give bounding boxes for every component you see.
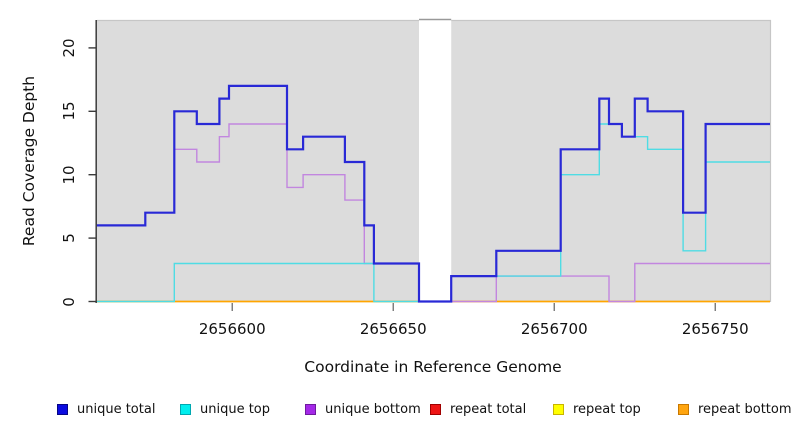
series-unique-total-line xyxy=(97,84,770,303)
legend-label: unique bottom xyxy=(325,401,421,417)
x-axis-title: Coordinate in Reference Genome xyxy=(304,358,562,376)
legend-swatch xyxy=(430,403,441,415)
y-tick-label: 5 xyxy=(60,233,78,243)
legend-swatch xyxy=(180,403,191,415)
legend-swatch xyxy=(305,403,316,415)
y-tick-label: 15 xyxy=(60,101,78,121)
y-tick-label: 20 xyxy=(60,38,78,58)
legend-swatch xyxy=(678,403,689,415)
y-tick-label: 10 xyxy=(60,165,78,185)
legend-item-unique-total: unique total xyxy=(57,401,156,417)
legend-label: repeat total xyxy=(450,401,527,417)
no-data-gap-band xyxy=(419,13,452,301)
y-tick-label: 0 xyxy=(60,296,78,307)
y-axis-title: Read Coverage Depth xyxy=(20,75,38,247)
legend-swatch xyxy=(553,403,564,415)
legend-label: repeat bottom xyxy=(698,401,792,417)
x-tick-label: 2656700 xyxy=(520,320,588,338)
x-tick-label: 2656600 xyxy=(198,320,266,338)
legend-label: unique top xyxy=(200,401,271,417)
legend-item-repeat-total: repeat total xyxy=(430,401,527,417)
legend-item-unique-top: unique top xyxy=(180,401,271,417)
x-tick-label: 2656650 xyxy=(359,320,427,338)
x-tick-label: 2656750 xyxy=(681,320,749,338)
legend-label: repeat top xyxy=(573,401,641,417)
legend-item-repeat-bottom: repeat bottom xyxy=(678,401,792,417)
legend-label: unique total xyxy=(77,401,156,417)
legend-swatch xyxy=(57,403,68,415)
legend-item-unique-bottom: unique bottom xyxy=(305,401,421,417)
legend-item-repeat-top: repeat top xyxy=(553,401,641,417)
